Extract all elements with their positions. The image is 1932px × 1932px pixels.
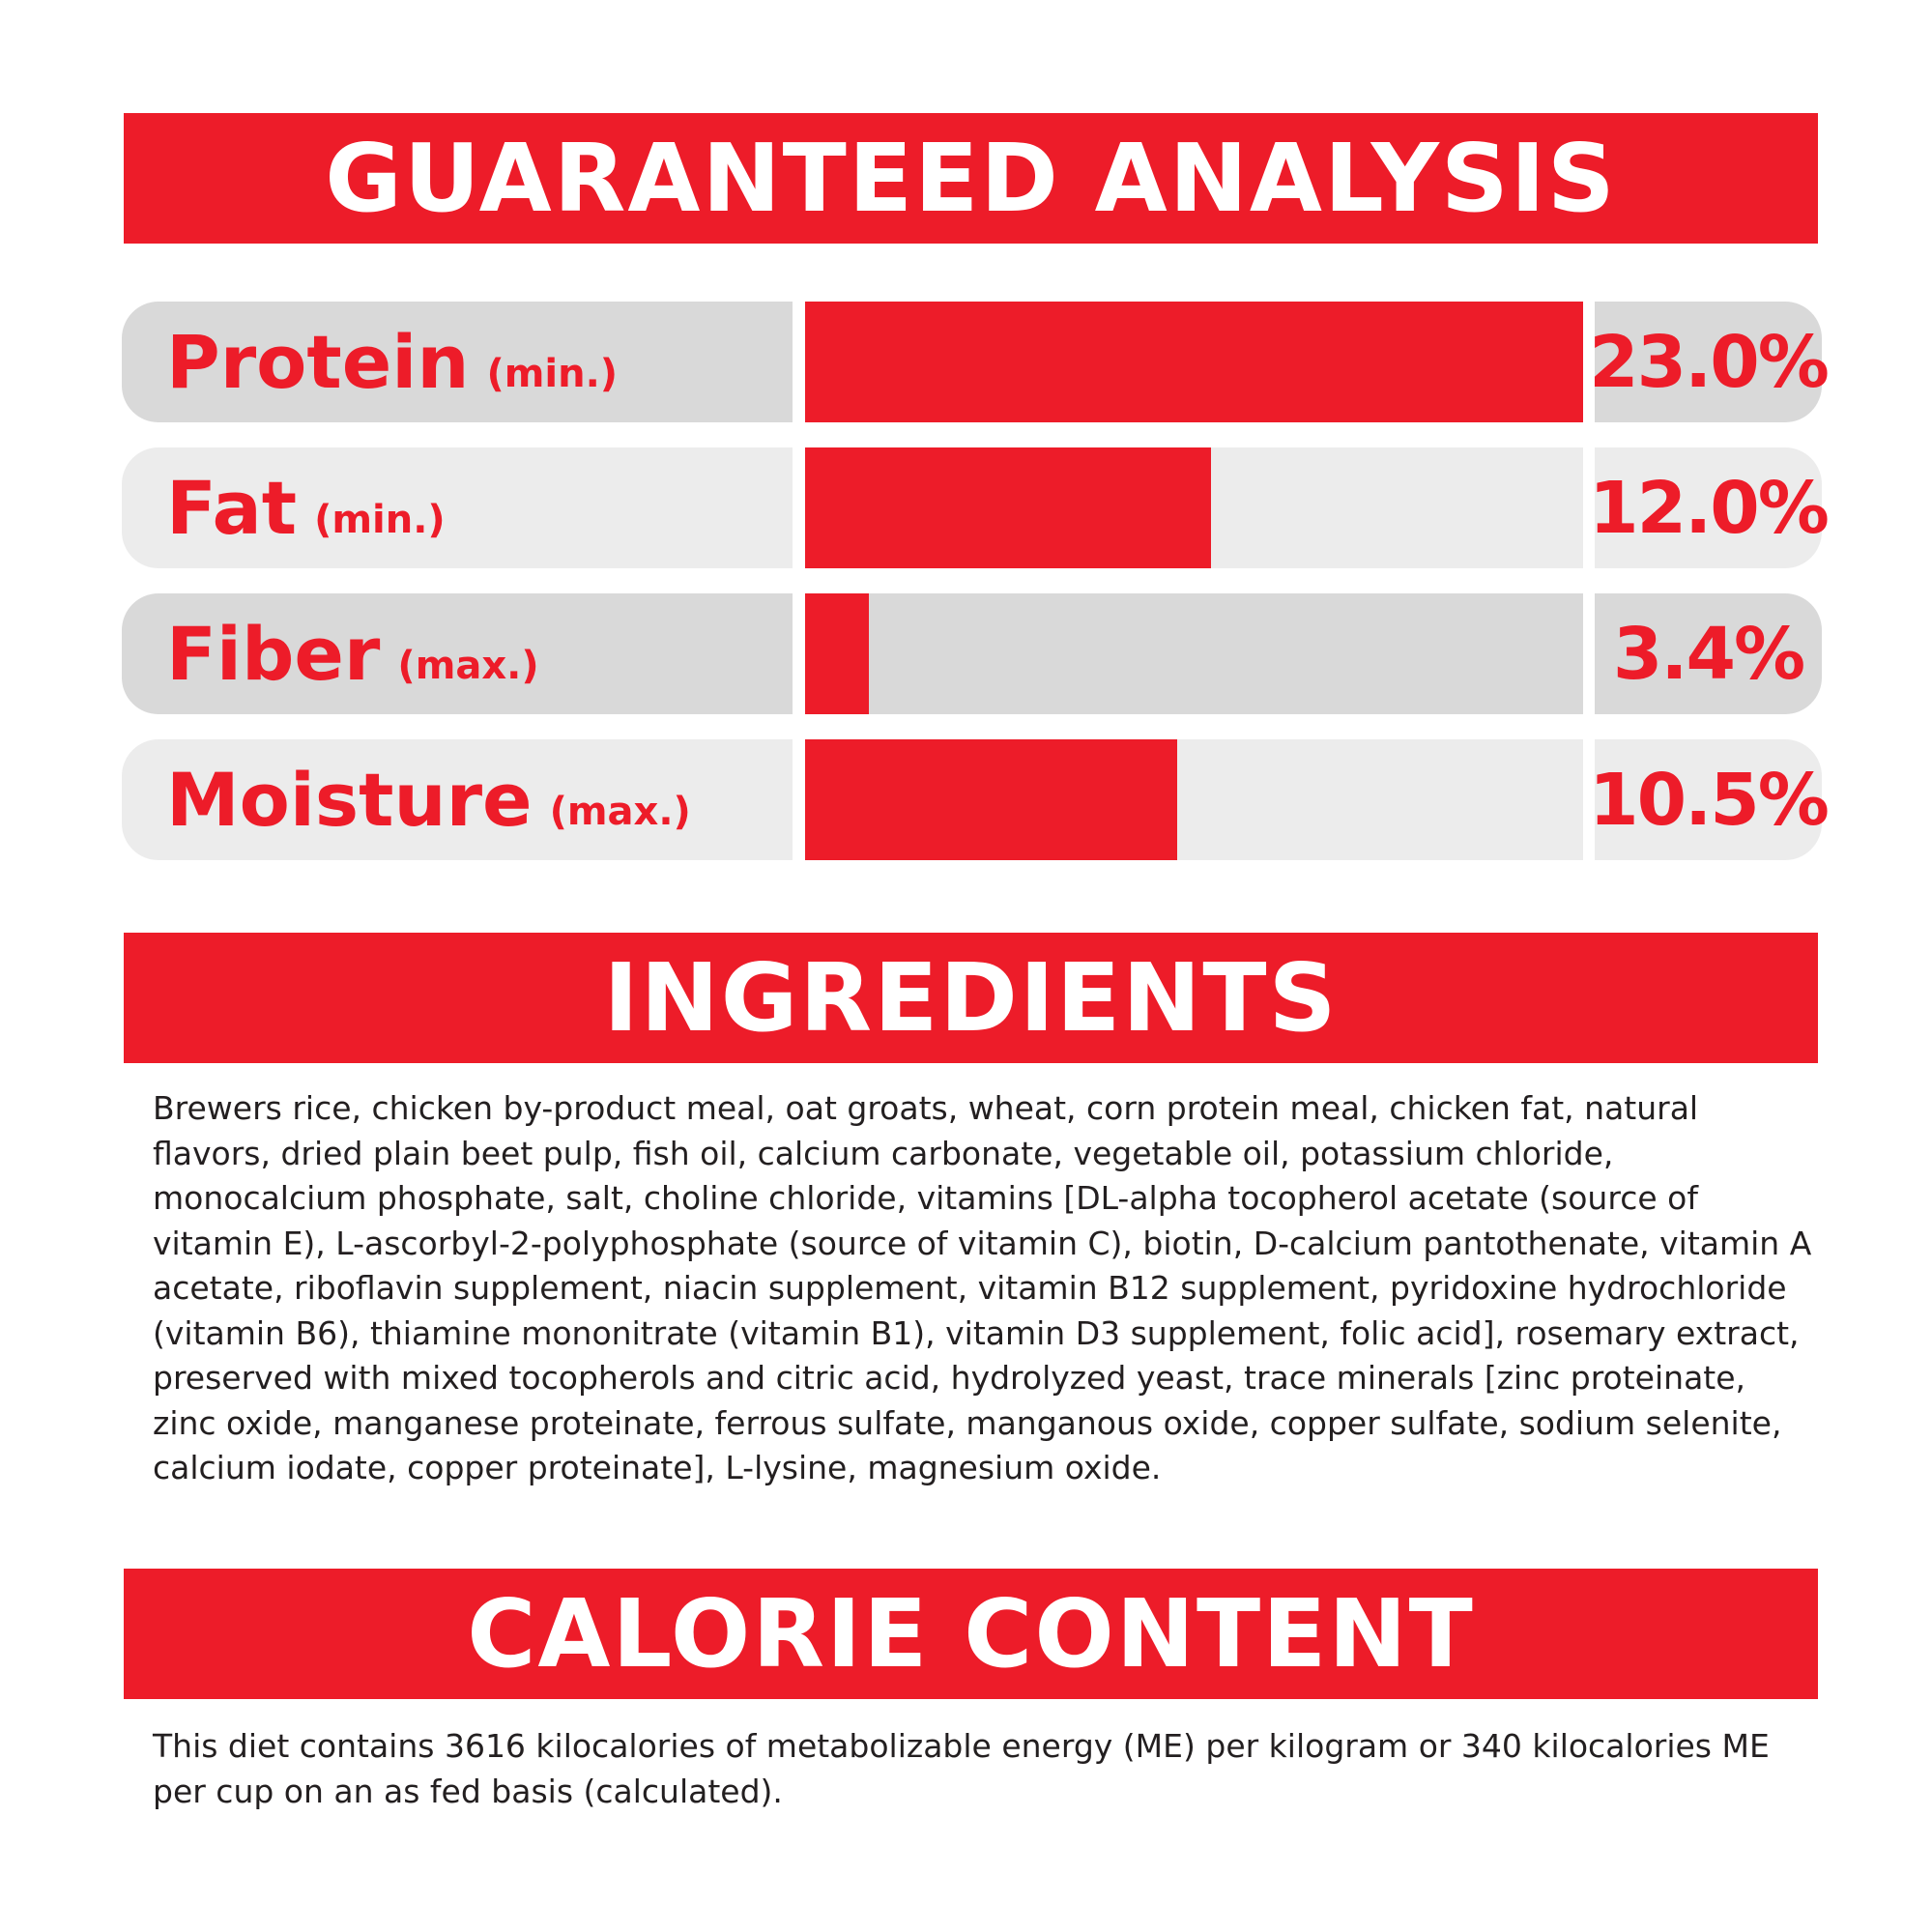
analysis-bar-track	[805, 739, 1583, 860]
nutrient-name: Fat	[166, 464, 298, 551]
analysis-bar-fill	[805, 739, 1178, 860]
analysis-label-cell: Moisture (max.)	[122, 739, 793, 860]
nutrient-name: Protein	[166, 318, 470, 405]
analysis-bar-track	[805, 302, 1583, 422]
guaranteed-analysis-title: GUARANTEED ANALYSIS	[124, 113, 1818, 244]
analysis-label-cell: Fat (min.)	[122, 447, 793, 568]
nutrient-qualifier: (min.)	[486, 351, 619, 396]
nutrient-percentage: 3.4%	[1595, 593, 1822, 714]
nutrient-qualifier: (max.)	[397, 643, 539, 688]
analysis-bar-fill	[805, 593, 870, 714]
analysis-label-cell: Protein (min.)	[122, 302, 793, 422]
calorie-content-statement: This diet contains 3616 kilocalories of …	[153, 1727, 1770, 1810]
nutrient-name: Moisture	[166, 756, 533, 843]
analysis-label-cell: Fiber (max.)	[122, 593, 793, 714]
nutrient-qualifier: (min.)	[314, 497, 446, 542]
analysis-row-fat: Fat (min.) 12.0%	[122, 447, 1830, 568]
nutrient-qualifier: (max.)	[549, 789, 691, 834]
nutrient-name: Fiber	[166, 610, 381, 697]
analysis-row-fiber: Fiber (max.) 3.4%	[122, 593, 1822, 714]
calorie-content-title: CALORIE CONTENT	[124, 1569, 1818, 1699]
analysis-row-protein: Protein (min.) 23.0%	[122, 302, 1830, 422]
analysis-bar-track	[805, 447, 1583, 568]
analysis-bar-track	[805, 593, 1583, 714]
nutrient-percentage: 10.5%	[1589, 739, 1830, 860]
analysis-bar-fill	[805, 302, 1583, 422]
analysis-bar-fill	[805, 447, 1211, 568]
analysis-row-moisture: Moisture (max.) 10.5%	[122, 739, 1830, 860]
ingredients-title: INGREDIENTS	[124, 933, 1818, 1063]
ingredients-list: Brewers rice, chicken by-product meal, o…	[153, 1089, 1812, 1486]
nutrient-percentage: 23.0%	[1589, 302, 1830, 422]
nutrient-percentage: 12.0%	[1589, 447, 1830, 568]
